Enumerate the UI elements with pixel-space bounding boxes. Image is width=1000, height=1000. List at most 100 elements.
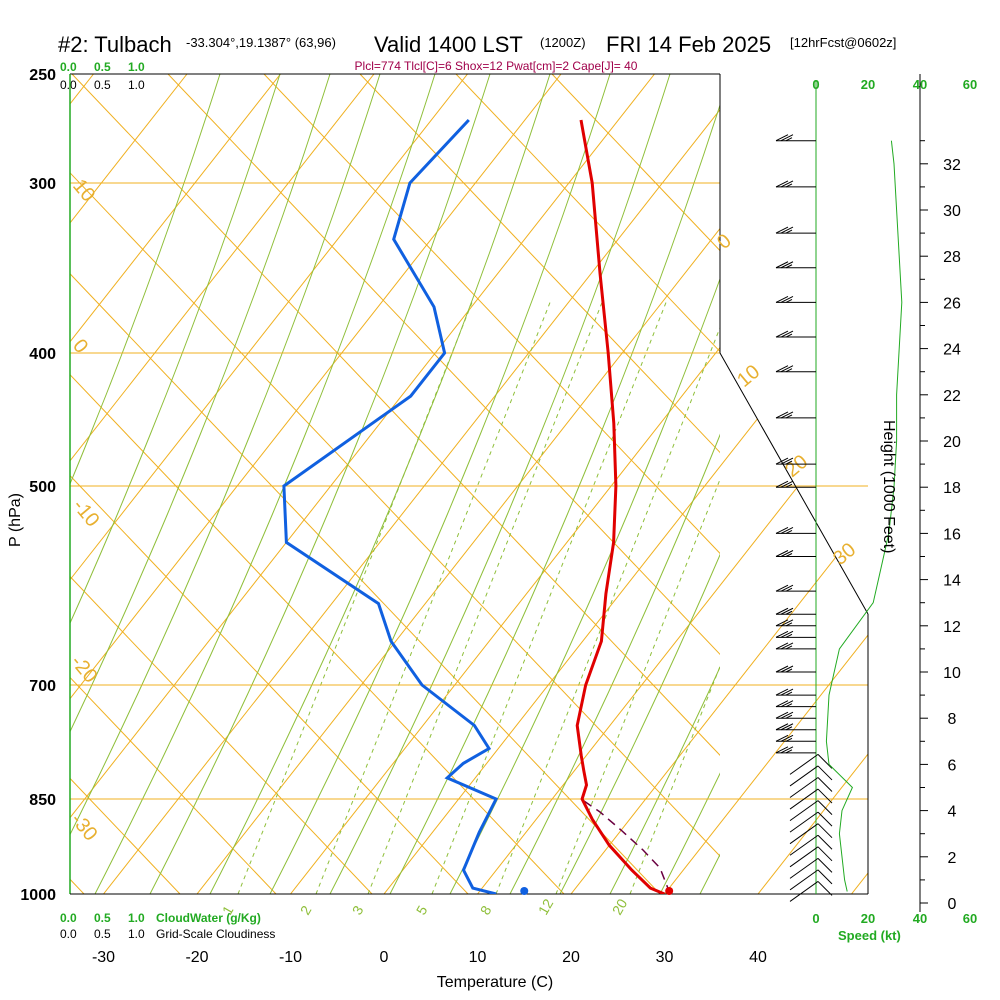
wind-barb (775, 180, 816, 188)
cloudiness-bottom-1: 1.0 (128, 927, 145, 941)
station-coords: -33.304°,19.1387° (63,96) (186, 35, 336, 50)
isotherm-line (851, 74, 868, 894)
iso-label-right-20: 20 (781, 451, 812, 482)
moist-adiabat-line (70, 74, 281, 625)
wind-barb (775, 688, 816, 696)
mixing-ratio-labels: 1 2 3 5 8 12 20 (219, 896, 631, 918)
mixing-ratio-line (495, 326, 720, 894)
mix-label-20: 20 (609, 896, 631, 918)
dry-adiabat-line (70, 172, 720, 857)
wind-barb (775, 411, 816, 419)
wind-barb (775, 550, 816, 557)
moist-adiabat-line (449, 277, 720, 894)
temperature-axis: Temperature (C) -30 -20 -10 0 10 20 30 40 (92, 949, 767, 991)
forecast-date: FRI 14 Feb 2025 (606, 32, 771, 57)
moist-adiabat-line (70, 74, 331, 733)
mix-label-3: 3 (349, 903, 367, 918)
height-tick-label: 28 (943, 249, 961, 266)
dry-adiabat-line (71, 74, 720, 756)
dry-adiabat-line (551, 74, 720, 252)
top-cloud-scales: 0.0 0.5 1.0 0.0 0.5 1.0 (60, 60, 145, 92)
pressure-label-300: 300 (29, 176, 56, 193)
wind-barb (775, 665, 816, 673)
wind-barb (775, 607, 816, 615)
height-tick-label: 24 (943, 342, 961, 359)
isotherm-line (477, 74, 868, 894)
speed-top-0: 0 (812, 77, 819, 92)
temperature-tick-label: 0 (380, 949, 389, 966)
sounding-traces (282, 118, 670, 894)
dry-adiabat-line (70, 373, 565, 894)
forecast-run: [12hrFcst@0602z] (790, 35, 896, 50)
height-tick-label: 12 (943, 619, 961, 636)
moist-adiabat-line (509, 433, 720, 894)
temperature-tick-label: -20 (185, 949, 208, 966)
isotherm-line (664, 74, 868, 894)
temperature-trace (575, 119, 666, 894)
iso-label-left-m30: -30 (66, 809, 101, 845)
mixing-ratio-line (555, 478, 720, 894)
dry-adiabat-line (167, 74, 720, 656)
parameter-line: Plcl=774 Tlcl[C]=6 Shox=12 Pwat[cm]=2 Ca… (355, 59, 638, 73)
pressure-labels: 250 300 400 500 700 850 1000 P (hPa) (7, 67, 56, 904)
wind-barb (789, 869, 833, 891)
isotherm-line (70, 74, 655, 894)
height-tick-label: 6 (948, 757, 957, 774)
cloudiness-top-05: 0.5 (94, 78, 111, 92)
wind-barb (775, 619, 816, 627)
moist-adiabat-line (559, 553, 720, 894)
temperature-tick-label: 20 (562, 949, 580, 966)
parcel-trace (583, 800, 670, 892)
wind-barb (775, 134, 816, 142)
dry-adiabat-line (70, 676, 277, 894)
bottom-cloud-scales: 0.0 0.5 1.0 CloudWater (g/Kg) 0.0 0.5 1.… (60, 911, 275, 941)
wind-barb (775, 642, 816, 650)
isotherm-line (383, 74, 868, 894)
isotherm-line (757, 74, 868, 894)
valid-time: Valid 1400 LST (374, 32, 523, 57)
isotherm-line (70, 74, 562, 894)
wind-barbs (775, 134, 833, 902)
iso-label-left-m10: -10 (68, 495, 103, 531)
wind-barb (775, 457, 816, 465)
wind-barb (789, 788, 833, 810)
pressure-label-700: 700 (29, 678, 56, 695)
moist-adiabat-line (70, 74, 381, 836)
moist-adiabat-line (209, 74, 551, 894)
cloudwater-bottom-05: 0.5 (94, 911, 111, 925)
mix-label-12: 12 (535, 896, 557, 918)
wind-barb (789, 834, 833, 856)
height-tick-label: 30 (943, 203, 961, 220)
moist-adiabat-line (329, 74, 671, 894)
mixing-ratio-line (367, 299, 604, 894)
wind-barb (775, 295, 816, 303)
height-tick-label: 22 (943, 388, 961, 405)
mixing-ratio-line (237, 299, 474, 894)
dry-adiabat-line (263, 74, 720, 555)
temperature-axis-title: Temperature (C) (437, 974, 553, 991)
cloudwater-bottom-1: 1.0 (128, 911, 145, 925)
temperature-tick-label: 40 (749, 949, 767, 966)
wind-barb (789, 823, 833, 845)
mixing-ratio-lines (237, 299, 720, 894)
speed-label: Speed (kt) (838, 928, 901, 943)
cloudwater-top-05: 0.5 (94, 60, 111, 74)
wind-barb (789, 881, 833, 902)
wind-barb (775, 584, 816, 592)
wind-barb (789, 811, 833, 833)
isotherm-line (70, 74, 188, 894)
wind-barb (775, 711, 816, 719)
temperature-tick-label: 30 (656, 949, 674, 966)
iso-label-left-0: 0 (68, 335, 92, 358)
wind-barb (775, 526, 816, 534)
height-tick-label: 10 (943, 665, 961, 682)
moist-adiabat-line (149, 74, 491, 894)
cloudwater-top-0: 0.0 (60, 60, 77, 74)
wind-barb (789, 857, 833, 879)
speed-bottom-20: 20 (861, 911, 875, 926)
wind-barb (789, 846, 833, 868)
iso-label-left-m20: -20 (66, 651, 101, 687)
speed-bottom-40: 40 (913, 911, 927, 926)
height-tick-label: 2 (948, 850, 957, 867)
height-axis-title: Height (1000 Feet) (880, 420, 897, 553)
